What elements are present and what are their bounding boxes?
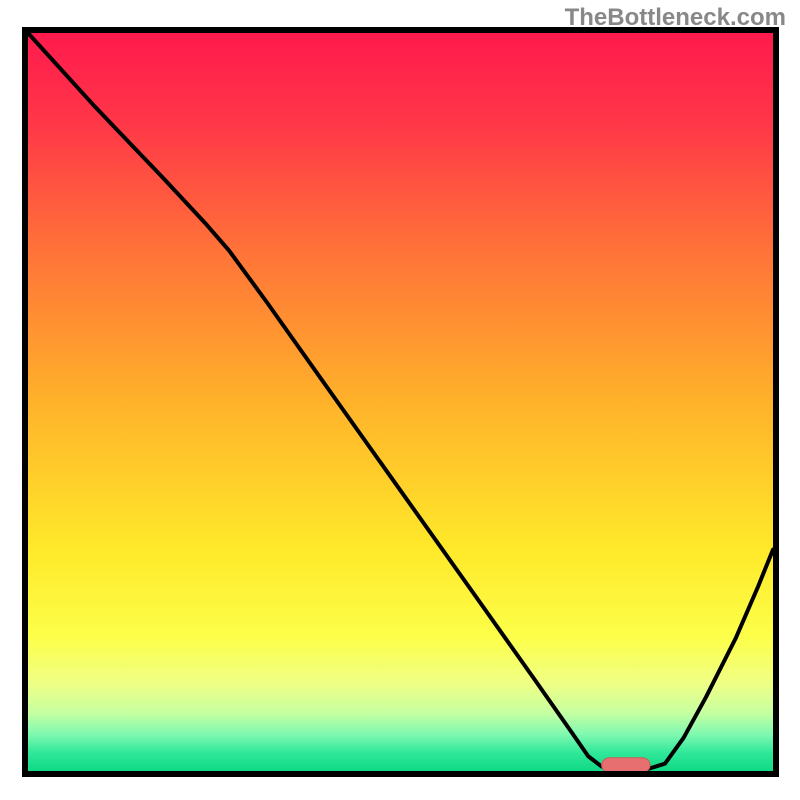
chart-container: TheBottleneck.com: [0, 0, 800, 800]
watermark-text: TheBottleneck.com: [565, 4, 786, 32]
sweet-spot-indicator: [602, 758, 650, 773]
bottleneck-chart: [0, 0, 800, 800]
gradient-background: [28, 33, 773, 771]
